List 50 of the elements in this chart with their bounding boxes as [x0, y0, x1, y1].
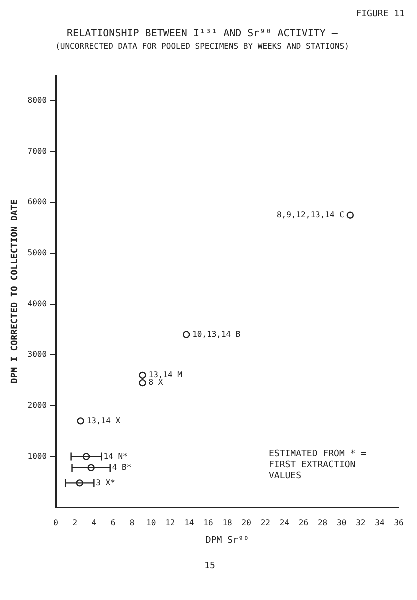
x-tick-label: 36: [394, 518, 404, 528]
x-tick-label: 24: [280, 518, 290, 528]
x-tick-label: 30: [337, 518, 347, 528]
point: [76, 480, 84, 487]
y-tick-label: 5000: [28, 248, 48, 258]
annotation: 13,14 M: [148, 370, 183, 380]
point: [139, 379, 146, 387]
x-tick-label: 6: [110, 518, 116, 528]
annotation: 10,13,14 B: [192, 330, 241, 339]
point: [346, 212, 354, 219]
x-tick-label: 26: [298, 518, 309, 528]
x-tick-label: 0: [54, 518, 59, 528]
x-tick-label: 20: [242, 518, 252, 528]
annotation: 13,14 X: [86, 416, 121, 426]
y-tick-label: 2000: [28, 401, 48, 410]
x-tick-label: 4: [92, 518, 97, 528]
chart-title: RELATIONSHIP BETWEEN I¹³¹ AND Sr⁹⁰ ACTIVITY —: [67, 28, 339, 40]
y-axis-title: DPM I CORRECTED TO COLLECTION DATE: [10, 199, 21, 384]
x-tick-label: 22: [260, 518, 271, 528]
y-tick-label: 7000: [28, 146, 48, 156]
x-tick-label: 12: [166, 518, 176, 528]
annotation: ESTIMATED FROM * = FIRST EXTRACTION VALUES: [269, 450, 368, 482]
point: [82, 453, 90, 460]
text: 15: [204, 561, 216, 572]
y-tick-label: 3000: [28, 350, 48, 360]
x-tick-label: 18: [222, 518, 233, 528]
point: [182, 331, 190, 338]
y-tick-label: 6000: [28, 198, 48, 207]
x-tick-label: 16: [204, 518, 214, 528]
annotation: 3 X*: [96, 478, 116, 488]
point: [88, 464, 95, 472]
x-tick-label: 8: [130, 518, 135, 528]
annotation: 14 N*: [104, 452, 128, 461]
x-tick-label: 28: [318, 518, 328, 528]
y-tick-label: 4000: [28, 299, 48, 308]
x-tick-label: 10: [146, 518, 156, 528]
x-tick-label: 14: [184, 518, 194, 528]
chart-subtitle: (UNCORRECTED DATA FOR POOLED SPECIMENS BY WEEKS AND STATIONS): [56, 42, 350, 51]
x-axis-title: DPM Sr⁹⁰: [206, 536, 250, 546]
point: [139, 372, 146, 380]
annotation: 4 B*: [112, 463, 132, 472]
point: [77, 418, 84, 425]
x-tick-label: 2: [72, 518, 78, 528]
annotation: 8 X: [148, 378, 164, 388]
y-tick-label: 1000: [28, 452, 48, 461]
caption: FIGURE 11: [356, 9, 405, 20]
annotation: 8,9,12,13,14 C: [276, 210, 345, 220]
x-tick-label: 32: [356, 518, 366, 528]
y-tick-label: 8000: [28, 96, 48, 106]
x-tick-label: 34: [375, 518, 385, 528]
